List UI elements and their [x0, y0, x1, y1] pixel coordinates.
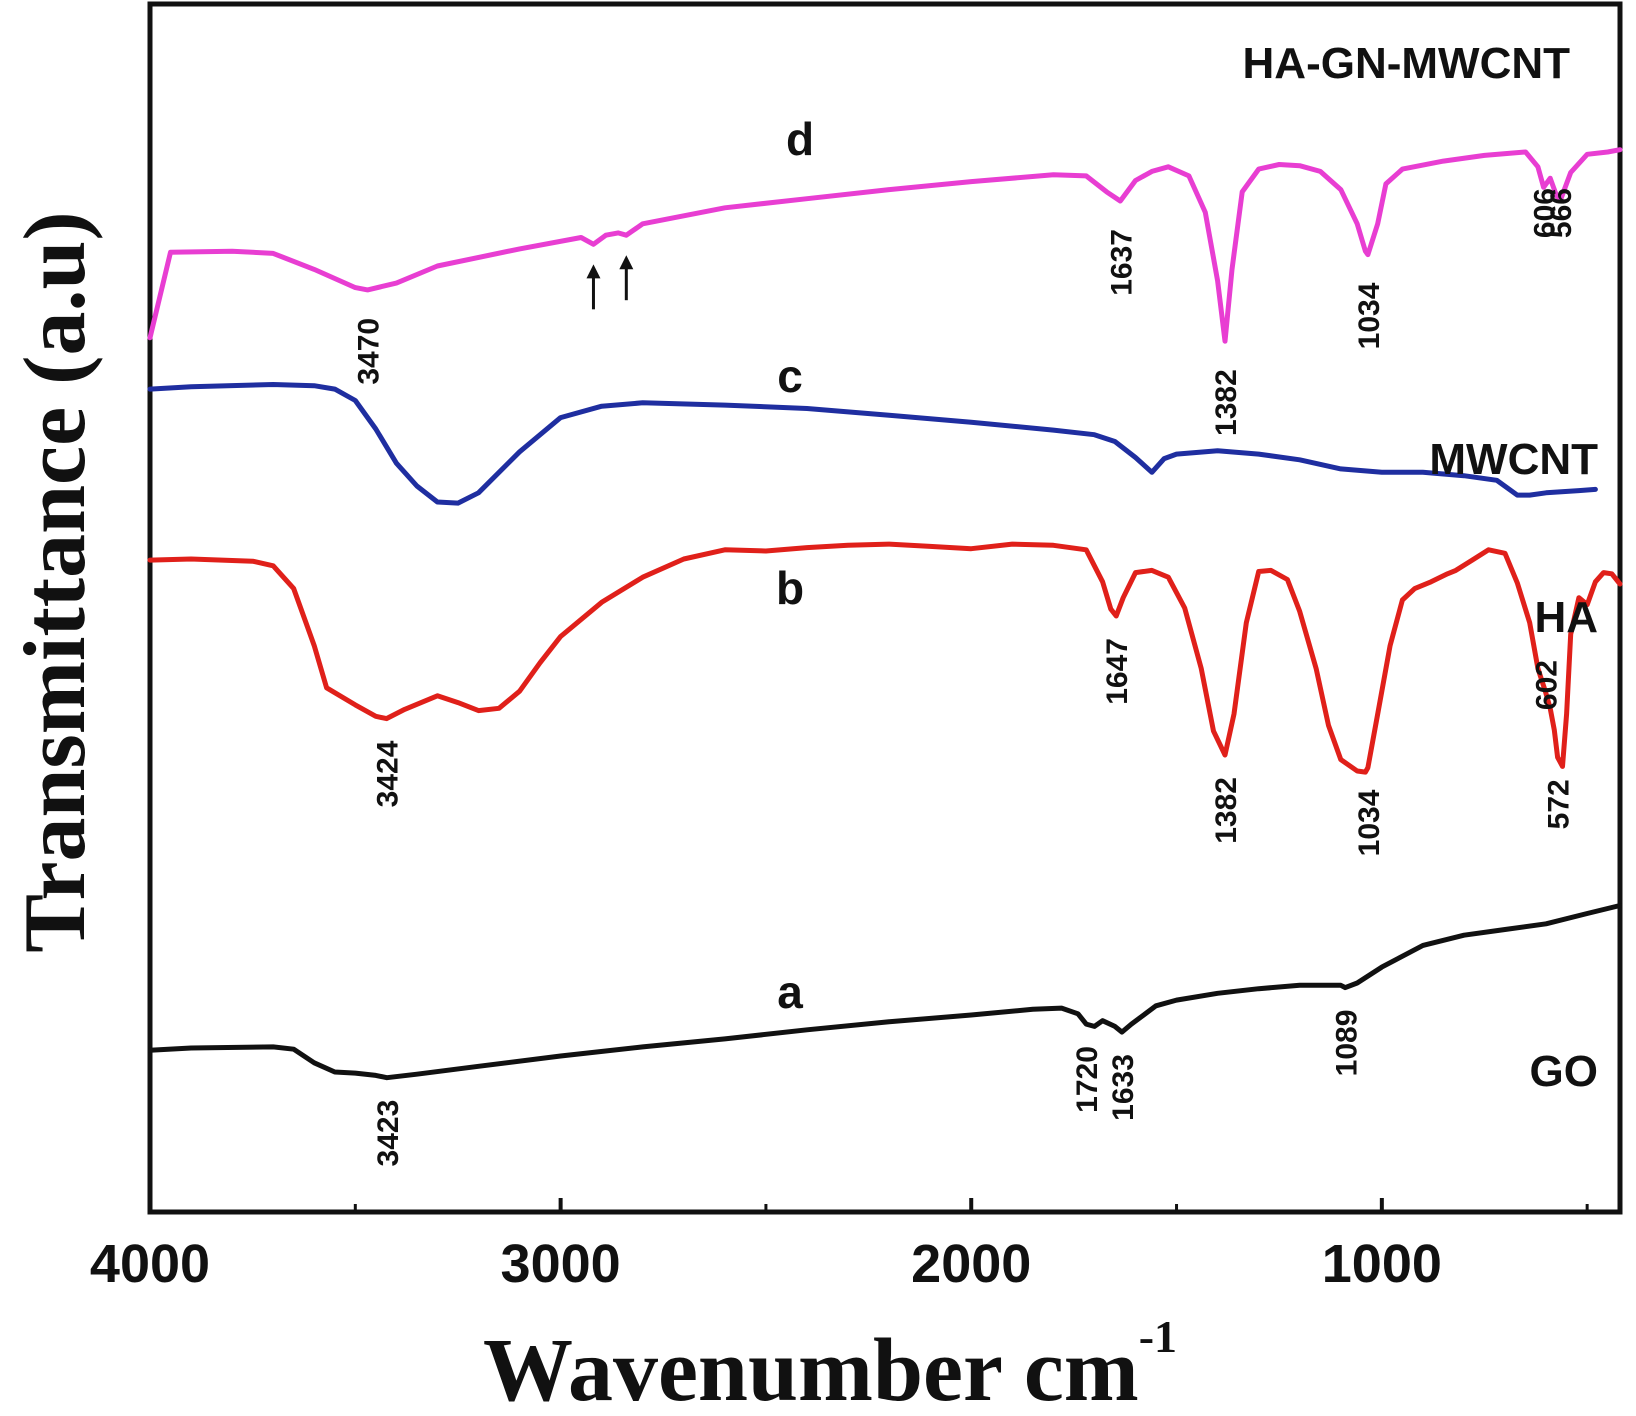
arrow-marker-2 — [619, 255, 634, 301]
peak-label-a-1089: 1089 — [1330, 1010, 1363, 1077]
x-tick-label-3000: 3000 — [501, 1234, 621, 1294]
series-layer — [147, 147, 1623, 1081]
x-tick-label-2000: 2000 — [911, 1234, 1031, 1294]
peak-label-b-3424: 3424 — [372, 740, 405, 807]
curve-letter-a: a — [777, 966, 803, 1018]
peak-label-d-1637: 1637 — [1105, 229, 1138, 296]
peak-label-d-3470: 3470 — [353, 318, 386, 385]
series-line-a — [147, 903, 1623, 1081]
x-axis-title: Wavenumber cm-1 — [483, 1311, 1177, 1416]
arrow-head-icon — [619, 255, 634, 270]
series-label-b: HA — [1534, 593, 1598, 642]
curve-letter-d: d — [786, 113, 814, 165]
series-line-c — [147, 382, 1598, 506]
peak-label-d-566: 566 — [1545, 188, 1578, 238]
x-tick-label-1000: 1000 — [1322, 1234, 1442, 1294]
y-axis-title: Transmittance (a.u) — [7, 211, 104, 952]
x-tick-label-4000: 4000 — [90, 1234, 210, 1294]
peak-label-b-572: 572 — [1543, 779, 1576, 829]
series-label-c: MWCNT — [1429, 435, 1598, 484]
series-line-d — [147, 147, 1623, 344]
peak-label-a-3423: 3423 — [372, 1100, 405, 1167]
arrow-head-icon — [586, 264, 601, 279]
peak-label-a-1720: 1720 — [1071, 1046, 1104, 1113]
series-label-d: HA-GN-MWCNT — [1243, 39, 1571, 88]
peak-label-d-1034: 1034 — [1353, 282, 1386, 349]
curve-letter-b: b — [776, 562, 804, 614]
peak-label-b-602: 602 — [1530, 660, 1563, 710]
arrow-marker-1 — [586, 264, 601, 310]
curve-letter-c: c — [777, 350, 803, 402]
x-axis-ticks: 4000 3000 2000 1000 — [90, 1198, 1589, 1294]
peak-label-b-1034: 1034 — [1353, 789, 1386, 856]
plot-frame — [147, 1, 1623, 1215]
peak-label-b-1382: 1382 — [1210, 777, 1243, 844]
x-axis-title-superscript: -1 — [1139, 1311, 1177, 1362]
peak-label-b-1647: 1647 — [1101, 638, 1134, 705]
peak-label-d-1382: 1382 — [1210, 369, 1243, 436]
series-line-b — [147, 541, 1623, 775]
series-label-a: GO — [1530, 1047, 1598, 1096]
peak-label-a-1633: 1633 — [1107, 1054, 1140, 1121]
annotation-layer: d c b a HA-GN-MWCNT MWCNT HA GO 3470 1637 1382 1034… — [353, 39, 1599, 1166]
peak-label-d-606: 606 — [1529, 188, 1562, 238]
x-axis-title-text: Wavenumber cm — [483, 1321, 1139, 1416]
